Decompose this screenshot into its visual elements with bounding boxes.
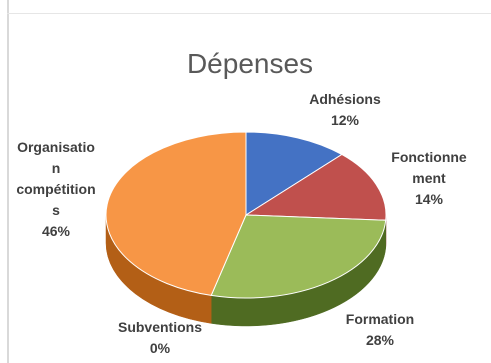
label-line: Subventions bbox=[117, 319, 202, 335]
top-divider bbox=[7, 13, 491, 14]
label-line: Formation bbox=[345, 311, 415, 327]
label-line: n bbox=[51, 160, 61, 176]
label-line: s bbox=[52, 202, 60, 218]
data-label-fonctionnement: Fonctionne ment 14% bbox=[374, 147, 484, 210]
left-divider bbox=[7, 0, 9, 363]
data-label-organisation-competitions: Organisatio n compétition s 46% bbox=[2, 137, 110, 242]
pie-slice bbox=[105, 131, 247, 296]
pie-slice bbox=[245, 131, 343, 216]
label-value: 28% bbox=[365, 332, 395, 348]
label-value: 12% bbox=[330, 112, 360, 128]
label-value: 14% bbox=[414, 191, 444, 207]
chart-title: Dépenses bbox=[186, 48, 314, 79]
label-value: 0% bbox=[149, 340, 171, 356]
label-line: Fonctionne bbox=[391, 149, 467, 165]
data-label-formation: Formation 28% bbox=[330, 309, 430, 351]
label-line: ment bbox=[412, 170, 446, 186]
data-label-adhesions: Adhésions 12% bbox=[300, 89, 390, 131]
label-line: Adhésions bbox=[309, 91, 381, 107]
data-label-subventions: Subventions 0% bbox=[105, 317, 215, 359]
pie-slice bbox=[244, 153, 387, 221]
label-line: compétition bbox=[16, 181, 96, 197]
pie-slice bbox=[210, 214, 387, 299]
label-value: 46% bbox=[41, 223, 71, 239]
label-line: Organisatio bbox=[17, 139, 95, 155]
